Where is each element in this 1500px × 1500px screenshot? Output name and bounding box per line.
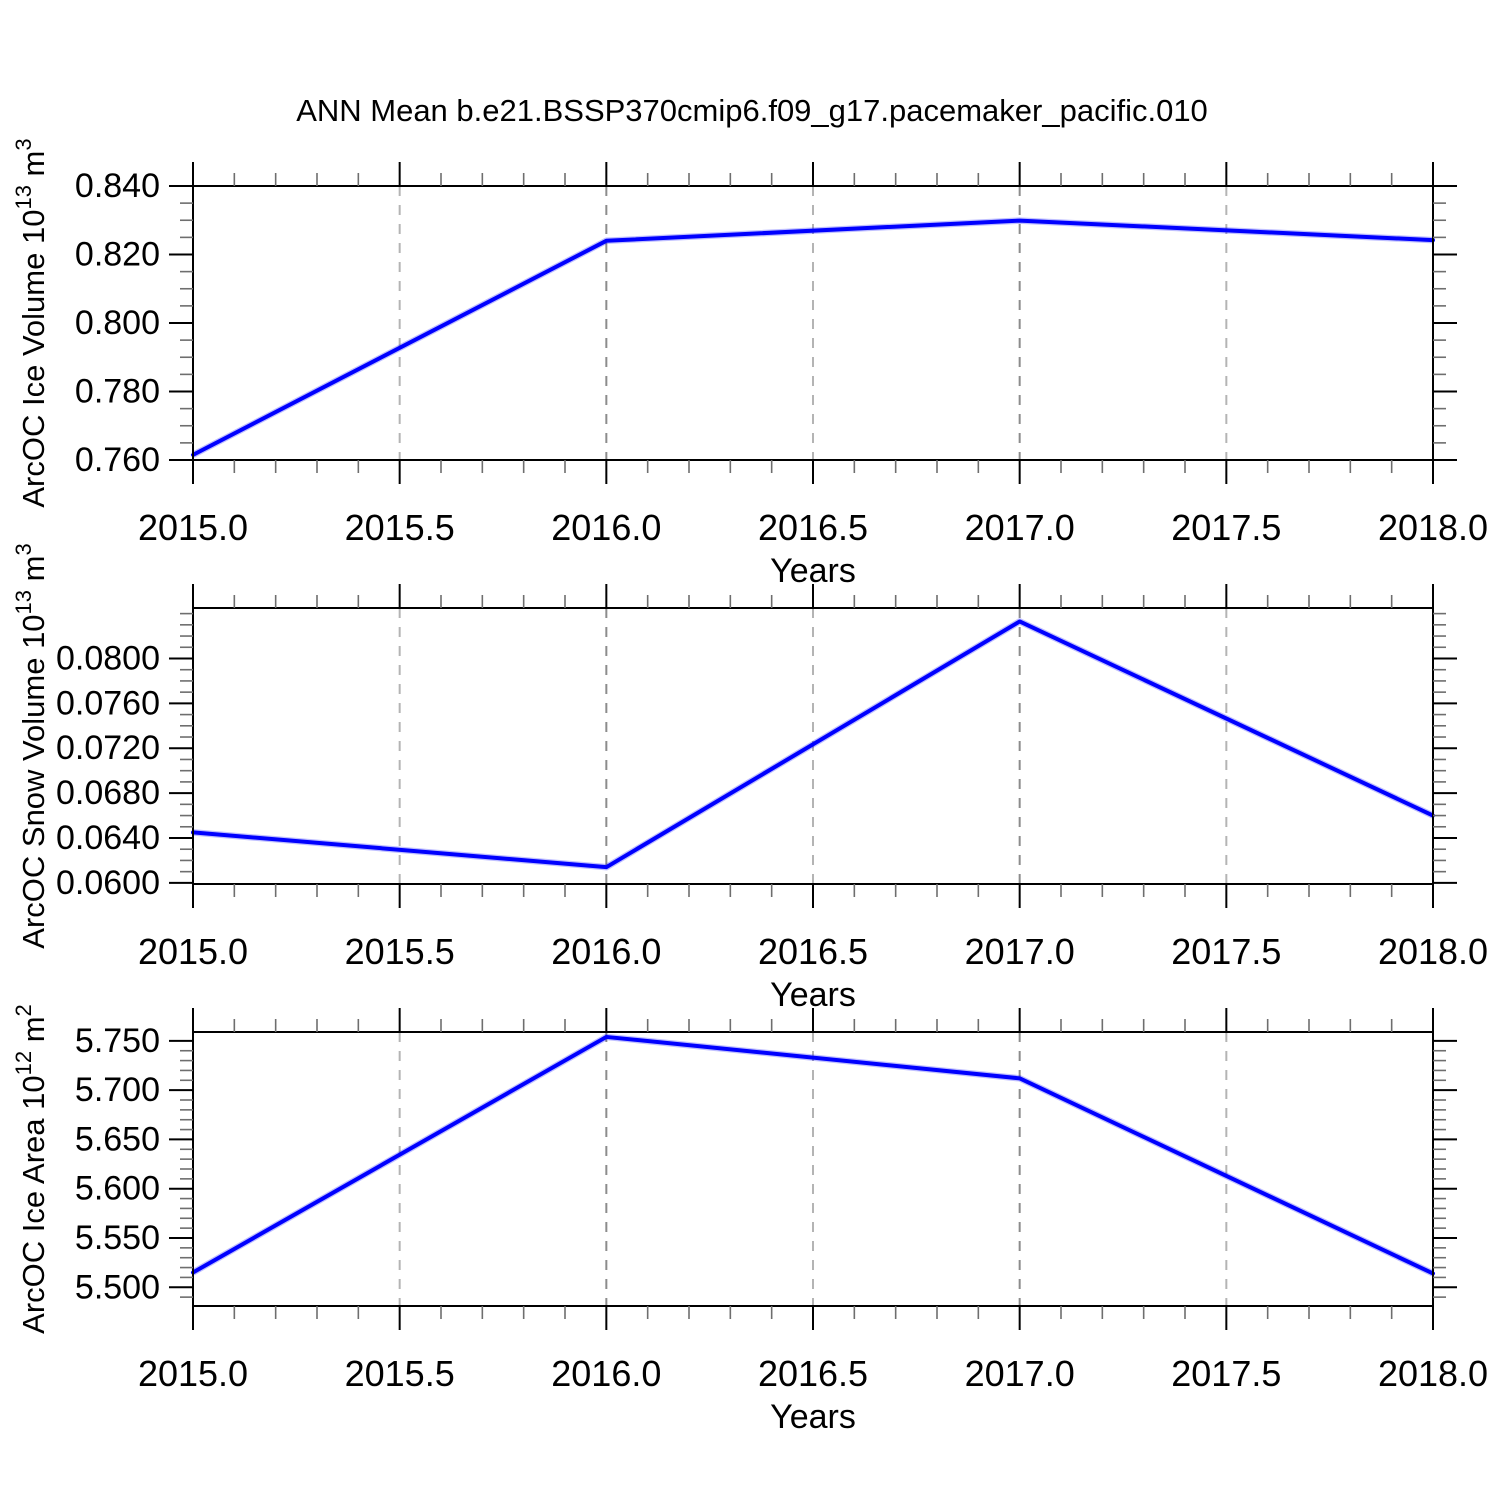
x-tick-label: 2016.0 — [551, 507, 661, 548]
x-tick-label: 2017.0 — [965, 931, 1075, 972]
y-tick-label: 5.500 — [75, 1268, 160, 1306]
y-tick-label: 0.0600 — [56, 864, 160, 902]
x-tick-label: 2015.0 — [138, 931, 248, 972]
y-tick-label: 0.0680 — [56, 774, 160, 812]
x-tick-label: 2018.0 — [1378, 1353, 1488, 1394]
x-tick-label: 2015.5 — [345, 507, 455, 548]
x-tick-label: 2015.0 — [138, 1353, 248, 1394]
y-tick-label: 0.800 — [75, 304, 160, 342]
x-tick-label: 2016.5 — [758, 931, 868, 972]
y-axis-label: ArcOC Ice Area 1012 m2 — [11, 1004, 51, 1334]
x-tick-label: 2018.0 — [1378, 507, 1488, 548]
chart-ice-volume: 2015.0 2015.5 2016.0 2016.5 2017.0 2017.5 2018… — [11, 138, 1488, 590]
x-tick-label: 2015.5 — [345, 1353, 455, 1394]
y-tick-label: 5.700 — [75, 1071, 160, 1109]
x-tick-label: 2018.0 — [1378, 931, 1488, 972]
x-tick-label: 2016.5 — [758, 1353, 868, 1394]
x-tick-label: 2017.0 — [965, 1353, 1075, 1394]
x-tick-label: 2016.0 — [551, 1353, 661, 1394]
x-tick-label: 2015.0 — [138, 507, 248, 548]
x-tick-label: 2017.0 — [965, 507, 1075, 548]
figure-title: ANN Mean b.e21.BSSP370cmip6.f09_g17.pace… — [296, 93, 1208, 128]
x-tick-label: 2017.5 — [1171, 507, 1281, 548]
x-tick-label: 2017.5 — [1171, 1353, 1281, 1394]
chart-snow-volume: 2015.0 2015.5 2016.0 2016.5 2017.0 2017.5 2018… — [11, 543, 1488, 1014]
x-tick-label: 2016.5 — [758, 507, 868, 548]
y-tick-label: 5.650 — [75, 1120, 160, 1158]
y-axis-label: ArcOC Ice Volume 1013 m3 — [11, 138, 51, 507]
x-axis-label: Years — [770, 976, 856, 1014]
y-tick-label: 0.0800 — [56, 639, 160, 677]
y-tick-label: 5.550 — [75, 1219, 160, 1257]
data-series-line — [191, 1034, 1435, 1276]
x-tick-label: 2016.0 — [551, 931, 661, 972]
x-axis-label: Years — [770, 552, 856, 590]
y-tick-label: 0.0760 — [56, 684, 160, 722]
data-series-line — [191, 218, 1435, 457]
x-tick-label: 2015.5 — [345, 931, 455, 972]
chart-ice-area: 2015.0 2015.5 2016.0 2016.5 2017.0 2017.5 2018… — [11, 1004, 1488, 1436]
y-tick-label: 0.780 — [75, 373, 160, 411]
y-tick-label: 0.0720 — [56, 729, 160, 767]
x-axis-label: Years — [770, 1398, 856, 1436]
y-axis-label: ArcOC Snow Volume 1013 m3 — [11, 543, 51, 948]
y-tick-label: 0.840 — [75, 167, 160, 205]
y-tick-label: 5.600 — [75, 1170, 160, 1208]
x-tick-label: 2017.5 — [1171, 931, 1281, 972]
y-tick-label: 0.760 — [75, 441, 160, 479]
y-tick-label: 0.820 — [75, 236, 160, 274]
y-tick-label: 0.0640 — [56, 819, 160, 857]
data-series-line — [191, 619, 1435, 870]
y-tick-label: 5.750 — [75, 1022, 160, 1060]
